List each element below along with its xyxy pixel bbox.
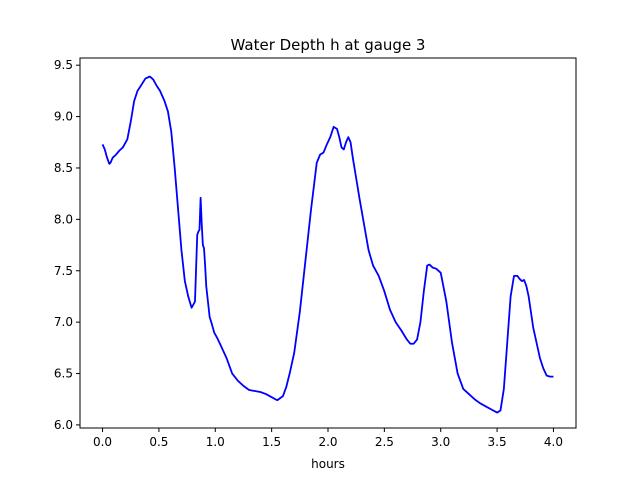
y-tick-label: 8.0	[54, 212, 73, 226]
x-tick-label: 0.5	[149, 435, 168, 449]
x-tick-label: 1.0	[206, 435, 225, 449]
y-tick-label: 6.5	[54, 367, 73, 381]
series-layer	[101, 75, 554, 414]
y-tick-label: 7.5	[54, 264, 73, 278]
x-tick-label: 2.0	[318, 435, 337, 449]
x-tick-label: 1.5	[262, 435, 281, 449]
plot-frame	[79, 57, 577, 429]
y-tick-label: 9.0	[54, 110, 73, 124]
y-tick-label: 9.5	[54, 58, 73, 72]
x-tick-label: 3.5	[488, 435, 507, 449]
x-tick-label: 0.0	[93, 435, 112, 449]
y-tick-label: 8.5	[54, 161, 73, 175]
x-tick-label: 4.0	[544, 435, 563, 449]
chart-title: Water Depth h at gauge 3	[231, 36, 426, 54]
x-tick-label: 3.0	[431, 435, 450, 449]
series-line-0	[101, 75, 554, 414]
tick-layer: 0.0 0.5 1.0 1.5 2.0 2.5 3.0 3.5 4.0 6.0 6.5 7.0 7.5 8…	[54, 58, 563, 449]
x-axis-label: hours	[311, 457, 345, 471]
y-tick-label: 7.0	[54, 315, 73, 329]
x-tick-label: 2.5	[375, 435, 394, 449]
y-tick-label: 6.0	[54, 418, 73, 432]
